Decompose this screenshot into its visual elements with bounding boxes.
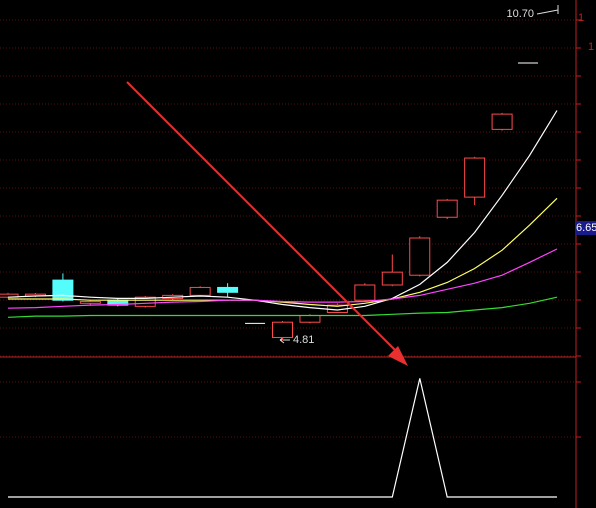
- candle-body: [79, 300, 101, 304]
- axis-fragment: 1: [578, 12, 584, 24]
- candle-body: [299, 315, 321, 323]
- annotation-arrowhead: [388, 346, 408, 366]
- candle-body: [354, 284, 376, 301]
- high-label: 10.70: [506, 8, 534, 20]
- candle-body: [272, 321, 293, 338]
- series-line: [7, 110, 558, 311]
- series-line: [8, 378, 557, 498]
- candle-body: [436, 199, 458, 218]
- candle-body: [52, 279, 74, 301]
- candle-body: [189, 286, 211, 296]
- plot: [0, 110, 558, 498]
- low-label: 4.81: [293, 334, 314, 346]
- price-tag: [576, 221, 596, 235]
- last-price-label: 6.65: [576, 222, 596, 234]
- candle-body: [217, 286, 239, 293]
- candle-body: [491, 113, 513, 130]
- candle-body: [381, 271, 403, 286]
- annotation-arrow: [126, 81, 399, 354]
- candle-body: [464, 157, 486, 198]
- candle-body: [134, 296, 156, 307]
- series-line: [7, 296, 558, 318]
- high-pointer: [536, 9, 559, 15]
- candle-body: [409, 237, 431, 276]
- axis-fragment: 1: [588, 41, 594, 53]
- series-line: [7, 248, 558, 309]
